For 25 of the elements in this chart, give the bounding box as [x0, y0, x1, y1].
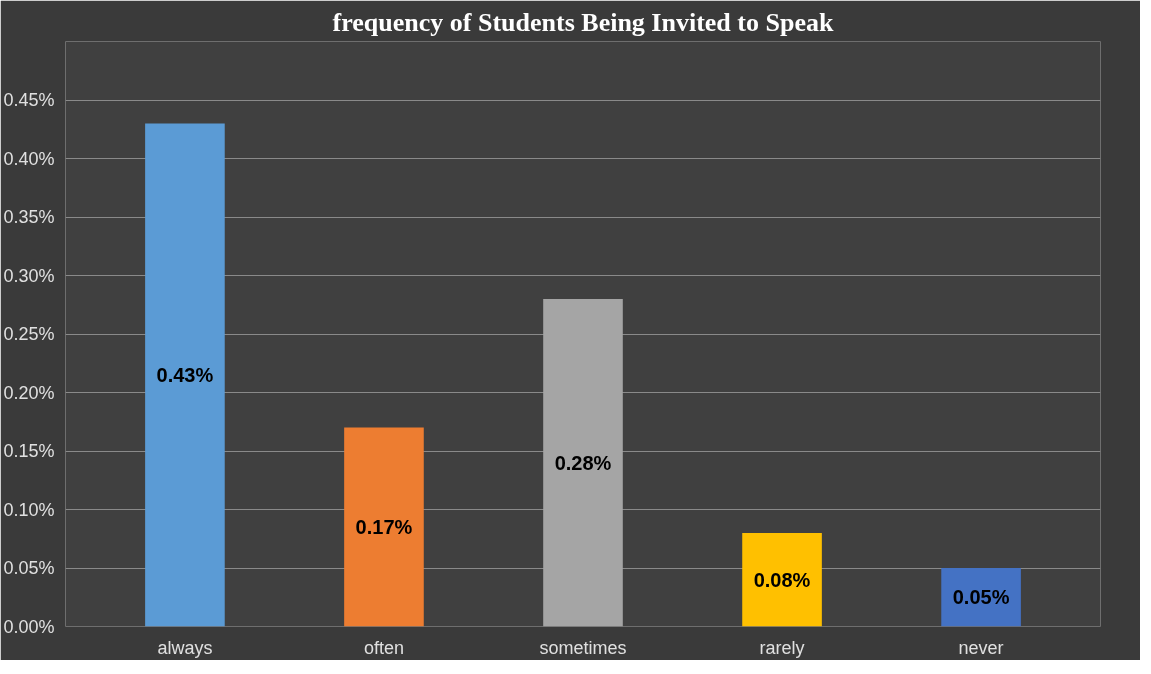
- data-label: 0.28%: [554, 451, 612, 474]
- data-label: 0.05%: [952, 586, 1010, 609]
- y-tick-label: 0.45%: [3, 90, 55, 110]
- data-label: 0.08%: [753, 568, 811, 591]
- x-tick-label: often: [363, 637, 404, 658]
- y-tick-label: 0.35%: [3, 207, 55, 227]
- y-tick-label: 0.00%: [3, 616, 55, 637]
- bar: [344, 427, 424, 627]
- bar: [742, 532, 822, 627]
- y-tick-label: 0.20%: [3, 382, 55, 403]
- y-tick-label: 0.40%: [3, 148, 55, 169]
- y-tick-label: 0.15%: [3, 441, 55, 461]
- x-tick-label: never: [958, 637, 1004, 658]
- chart-title: frequency of Students Being Invited to Speak: [332, 7, 834, 37]
- bar: [543, 298, 623, 627]
- x-tick-label: sometimes: [539, 637, 627, 658]
- y-tick-label: 0.30%: [3, 265, 55, 286]
- y-tick-label: 0.05%: [3, 558, 55, 578]
- data-label: 0.17%: [355, 516, 413, 539]
- y-tick-label: 0.25%: [3, 324, 55, 344]
- bar: [145, 123, 225, 627]
- y-tick-label: 0.10%: [3, 499, 55, 520]
- x-tick-label: rarely: [759, 637, 805, 658]
- x-tick-label: always: [157, 637, 213, 658]
- data-label: 0.43%: [156, 363, 214, 386]
